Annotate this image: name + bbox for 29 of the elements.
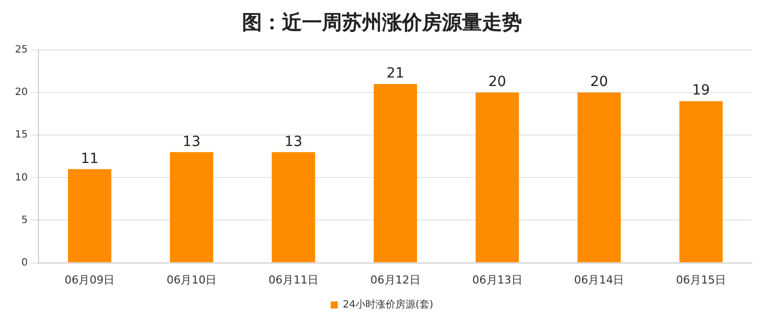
- x-tick-label: 06月14日: [574, 273, 624, 286]
- x-tick-label: 06月09日: [64, 273, 115, 286]
- y-tick-label: 0: [21, 257, 28, 268]
- y-tick-label: 5: [21, 214, 28, 226]
- data-label: 20: [488, 74, 506, 90]
- bar: [170, 152, 214, 262]
- data-label: 19: [692, 82, 710, 99]
- legend-label: 24小时涨价房源(套): [342, 298, 434, 311]
- bar: [578, 92, 621, 262]
- bar: [476, 92, 519, 262]
- data-label: 11: [80, 150, 99, 167]
- y-tick-label: 10: [14, 172, 28, 184]
- data-label: 20: [590, 74, 608, 90]
- bar: [68, 169, 112, 262]
- y-tick-label: 20: [14, 87, 28, 98]
- data-label: 13: [284, 134, 302, 150]
- x-tick-label: 06月10日: [166, 273, 217, 286]
- x-tick-label: 06月12日: [370, 273, 420, 286]
- bar: [272, 152, 316, 262]
- x-tick-label: 06月15日: [676, 273, 726, 286]
- bar: [679, 101, 723, 262]
- x-tick-label: 06月13日: [472, 273, 522, 286]
- y-tick-label: 15: [14, 130, 28, 141]
- data-label: 21: [386, 66, 404, 82]
- y-tick-label: 25: [14, 44, 28, 56]
- chart-title: 图：近一周苏州涨价房源量走势: [242, 10, 522, 34]
- data-label: 13: [182, 134, 200, 150]
- x-tick-label: 06月11日: [268, 273, 318, 286]
- bar: [374, 84, 418, 262]
